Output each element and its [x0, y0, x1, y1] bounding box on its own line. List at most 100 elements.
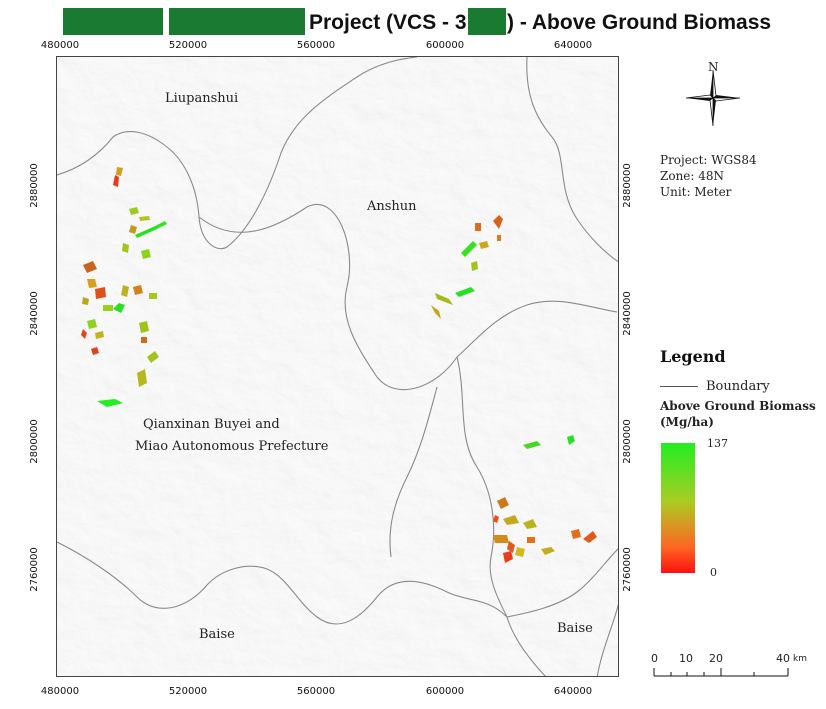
place-baise-east: Baise — [557, 621, 593, 636]
y-tick-right-1: 2840000 — [621, 291, 633, 336]
y-tick-left-3: 2760000 — [28, 547, 40, 592]
parcel — [455, 287, 475, 297]
x-tick-bottom-1: 520000 — [168, 686, 208, 697]
parcel — [497, 497, 509, 509]
parcel — [122, 243, 129, 253]
y-tick-right-0: 2880000 — [621, 163, 633, 208]
parcel — [129, 207, 139, 215]
parcel — [133, 285, 143, 295]
parcel — [435, 293, 453, 305]
x-tick-bottom-4: 640000 — [553, 686, 593, 697]
parcel — [493, 515, 499, 523]
scalebar-label-0: 0 — [651, 652, 658, 665]
y-tick-left-2: 2800000 — [28, 419, 40, 464]
map-canvas — [57, 57, 618, 676]
parcel — [81, 329, 87, 339]
projection-project: Project: WGS84 — [660, 153, 757, 167]
parcel — [493, 215, 503, 229]
parcel — [135, 227, 157, 238]
scalebar-unit: km — [793, 654, 807, 664]
boundary-line-7 — [389, 386, 438, 558]
admin-boundaries — [57, 57, 618, 676]
parcel — [571, 529, 581, 539]
scalebar — [653, 668, 789, 677]
parcel — [95, 331, 104, 339]
scalebar-label-40: 40 — [776, 652, 790, 665]
legend-title: Legend — [660, 347, 726, 366]
y-tick-right-2: 2800000 — [621, 419, 633, 464]
parcel — [523, 519, 537, 529]
north-arrow-icon — [685, 69, 741, 127]
parcel — [507, 541, 515, 553]
x-tick-bottom-3: 600000 — [425, 686, 465, 697]
parcel — [103, 305, 113, 311]
parcel — [479, 241, 489, 249]
parcel — [475, 223, 481, 231]
legend-biomass-label: Above Ground Biomass — [660, 399, 816, 413]
y-tick-right-3: 2760000 — [621, 547, 633, 592]
north-label: N — [708, 60, 719, 74]
parcel — [515, 547, 525, 557]
parcel — [567, 435, 575, 445]
parcel — [137, 369, 147, 387]
parcel — [503, 551, 513, 563]
parcel — [493, 535, 509, 543]
boundary-line-4 — [456, 356, 546, 676]
legend-max: 137 — [707, 437, 728, 450]
legend-min: 0 — [710, 566, 717, 579]
parcel — [82, 297, 89, 305]
parcel — [141, 249, 151, 259]
scalebar-label-10: 10 — [679, 652, 693, 665]
projection-unit: Unit: Meter — [660, 185, 732, 199]
place-liupanshui: Liupanshui — [165, 91, 239, 106]
parcel — [95, 287, 106, 299]
title-text: Project (VCS - 3 — [309, 11, 467, 34]
legend-biomass-unit: (Mg/ha) — [660, 415, 714, 429]
parcel — [129, 225, 137, 234]
scalebar-label-20: 20 — [709, 652, 723, 665]
parcel — [141, 337, 147, 343]
parcel — [139, 321, 149, 333]
x-tick-top-1: 520000 — [168, 40, 208, 51]
legend-color-ramp — [661, 443, 695, 573]
x-tick-top-2: 560000 — [296, 40, 336, 51]
parcel — [87, 279, 97, 288]
biomass-parcels-anshun — [431, 215, 503, 319]
redacted-block-2 — [169, 8, 305, 35]
parcel — [461, 241, 477, 257]
legend-boundary-label: Boundary — [706, 379, 770, 394]
parcel — [121, 285, 129, 297]
hillshade-background — [57, 57, 618, 676]
boundary-line-3 — [526, 57, 618, 263]
redacted-block-3 — [468, 8, 506, 35]
biomass-parcels-southeast — [493, 435, 597, 563]
x-tick-bottom-0: 480000 — [40, 686, 80, 697]
legend-boundary-swatch — [660, 386, 698, 387]
x-tick-bottom-2: 560000 — [296, 686, 336, 697]
parcel — [153, 221, 167, 230]
place-anshun: Anshun — [367, 199, 417, 214]
map-frame: Liupanshui Anshun Qianxinan Buyei and Mi… — [56, 56, 619, 677]
place-baise-west: Baise — [199, 627, 235, 642]
parcel — [113, 303, 125, 313]
boundary-line-5 — [57, 541, 508, 625]
boundary-line-1 — [57, 57, 418, 250]
parcel — [527, 537, 535, 543]
parcel — [87, 319, 97, 329]
parcel — [83, 261, 97, 273]
parcel — [91, 347, 99, 355]
parcel — [113, 175, 119, 187]
redacted-block-1 — [63, 8, 163, 35]
parcel — [97, 399, 123, 407]
biomass-parcels-west — [81, 167, 167, 407]
boundary-line-2 — [198, 204, 618, 391]
x-tick-top-4: 640000 — [553, 40, 593, 51]
parcel — [147, 351, 159, 363]
boundary-line-6 — [596, 604, 618, 676]
place-qianxinan-line1: Qianxinan Buyei and — [143, 417, 280, 432]
parcel — [541, 547, 555, 555]
x-tick-top-0: 480000 — [40, 40, 80, 51]
parcel — [497, 235, 501, 241]
parcel — [583, 531, 597, 543]
boundary-line-8 — [506, 548, 618, 618]
